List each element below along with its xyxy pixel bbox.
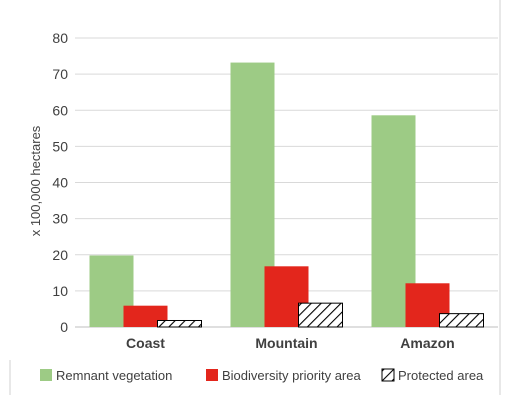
y-tick-label: 20 [52,247,68,263]
y-tick-label: 60 [52,102,68,118]
bar-protected-area-mountain [298,302,343,328]
bar-protected-area-coast [157,319,202,328]
y-tick-label: 10 [52,283,68,299]
legend-label: Protected area [398,368,484,383]
legend-swatch [381,368,395,382]
y-tick-label: 50 [52,138,68,154]
bars [89,62,484,328]
bar-biodiversity-priority-area-coast [123,305,168,327]
x-tick-label: Coast [126,335,165,351]
y-tick-label: 30 [52,211,68,227]
y-tick-label: 40 [52,175,68,191]
legend: Remnant vegetation Biodiversity priority … [40,368,484,383]
y-tick-label: 0 [60,319,68,335]
legend-label: Remnant vegetation [56,368,172,383]
y-tick-labels: 0 10 20 30 40 50 60 70 80 [52,30,68,335]
x-tick-label: Amazon [400,335,454,351]
y-tick-label: 70 [52,66,68,82]
x-tick-labels: Coast Mountain Amazon [126,335,455,351]
y-axis-label: x 100,000 hectares [28,125,43,236]
x-tick-label: Mountain [255,335,317,351]
legend-label: Biodiversity priority area [222,368,361,383]
legend-swatch [40,369,52,381]
legend-swatch [206,369,218,381]
y-tick-label: 80 [52,30,68,46]
bar-protected-area-amazon [439,313,484,328]
